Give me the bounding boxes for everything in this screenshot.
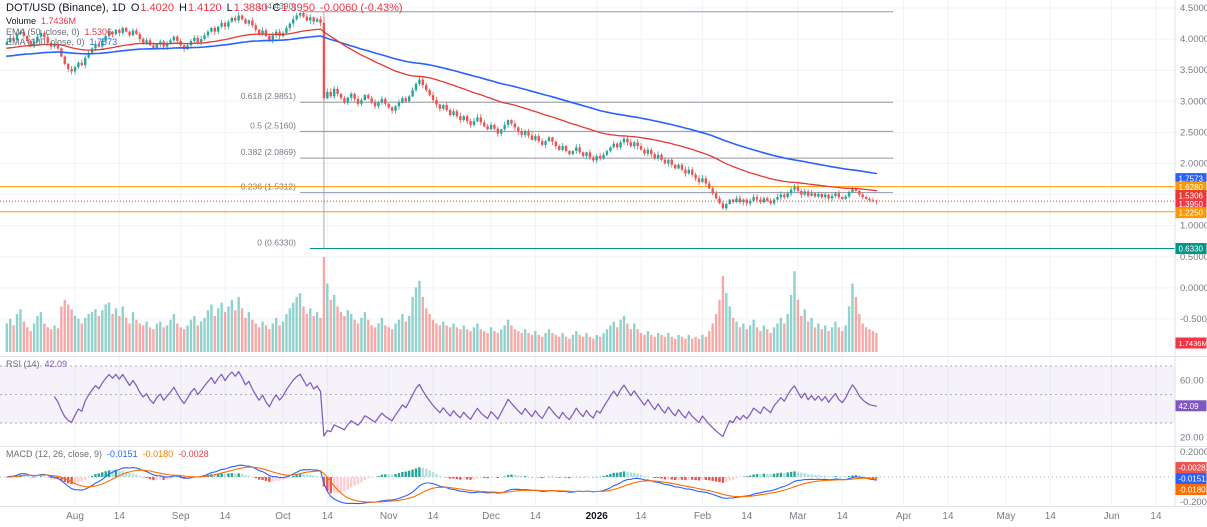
svg-text:May: May <box>996 511 1015 522</box>
macd-value-1: -0.0151 <box>107 449 138 459</box>
ema50-value: 1.5306 <box>84 26 113 37</box>
ema50-line <box>6 28 878 192</box>
svg-text:1 (4.4390): 1 (4.4390) <box>257 1 296 11</box>
time-axis[interactable]: Aug 14 Sep 14 Oct 14 Nov 14 Dec 14 2026 14 Feb 14 Mar 1… <box>66 511 1162 522</box>
svg-text:-0.5000: -0.5000 <box>1180 314 1207 325</box>
svg-text:14: 14 <box>837 511 849 522</box>
price-axis[interactable]: 4.50004.00003.50003.00002.50002.00001.50… <box>1180 3 1207 508</box>
svg-text:1.5306: 1.5306 <box>1179 192 1204 201</box>
svg-text:-0.0028: -0.0028 <box>1179 463 1207 472</box>
pane-separators <box>0 0 1207 507</box>
svg-text:14: 14 <box>741 511 753 522</box>
ema100-label: EMA (100, close, 0) <box>6 37 85 48</box>
rsi-label: RSI (14) <box>6 359 40 369</box>
volume-value: 1.7436M <box>41 15 77 26</box>
svg-text:1.2250: 1.2250 <box>1179 209 1204 218</box>
svg-text:14: 14 <box>427 511 439 522</box>
svg-text:3.5000: 3.5000 <box>1180 65 1207 76</box>
svg-text:14: 14 <box>114 511 126 522</box>
macd-label: MACD (12, 26, close, 9) <box>6 449 103 459</box>
svg-text:Mar: Mar <box>789 511 807 522</box>
svg-text:Oct: Oct <box>275 511 291 522</box>
macd-legend[interactable]: MACD (12, 26, close, 9) -0.0151 -0.0180 … <box>6 449 209 460</box>
rsi-line <box>53 370 878 437</box>
svg-text:14: 14 <box>322 511 334 522</box>
svg-text:2026: 2026 <box>586 511 609 522</box>
svg-text:42.09: 42.09 <box>1179 402 1200 411</box>
svg-text:0.5 (2.5160): 0.5 (2.5160) <box>250 120 296 130</box>
svg-text:1.7436M: 1.7436M <box>1179 339 1207 348</box>
svg-text:3.0000: 3.0000 <box>1180 96 1207 107</box>
svg-text:1.7573: 1.7573 <box>1179 175 1204 184</box>
price-levels: 1 (4.4390) 0.618 (2.9851) 0.5 (2.5160) 0.38… <box>0 1 1175 250</box>
ema100-line <box>6 35 878 175</box>
low-value: 1.3880 <box>233 2 268 14</box>
svg-text:-0.0151: -0.0151 <box>1179 474 1207 483</box>
volume-bars <box>5 257 878 352</box>
svg-text:-0.2000: -0.2000 <box>1180 497 1207 508</box>
svg-text:20.00: 20.00 <box>1180 432 1204 443</box>
change-value: -0.0060 (-0.43%) <box>320 2 403 14</box>
rsi-band <box>0 365 1175 478</box>
volume-label: Volume <box>6 15 37 26</box>
ema100-legend[interactable]: EMA (100, close, 0) 1.7573 <box>6 37 403 48</box>
svg-text:4.5000: 4.5000 <box>1180 3 1207 14</box>
ema100-value: 1.7573 <box>89 37 118 48</box>
high-label: H <box>179 2 187 14</box>
svg-text:14: 14 <box>219 511 231 522</box>
ema50-label: EMA (50, close, 0) <box>6 26 80 37</box>
svg-text:Jun: Jun <box>1104 511 1120 522</box>
svg-text:0.5000: 0.5000 <box>1180 252 1207 263</box>
macd-line <box>6 464 877 505</box>
volume-legend[interactable]: Volume 1.7436M <box>6 16 403 27</box>
signal-line <box>6 466 877 503</box>
open-label: O <box>130 2 140 14</box>
svg-text:Sep: Sep <box>172 511 190 522</box>
svg-text:2.5000: 2.5000 <box>1180 127 1207 138</box>
svg-text:-0.0180: -0.0180 <box>1179 485 1207 494</box>
svg-text:14: 14 <box>530 511 542 522</box>
svg-text:0.6330: 0.6330 <box>1179 245 1204 254</box>
svg-text:1.3950: 1.3950 <box>1179 200 1204 209</box>
svg-text:0.382 (2.0869): 0.382 (2.0869) <box>241 147 296 157</box>
svg-text:1.6280: 1.6280 <box>1179 183 1204 192</box>
svg-text:14: 14 <box>1150 511 1162 522</box>
candlesticks <box>5 11 878 211</box>
svg-text:Apr: Apr <box>896 511 912 522</box>
rsi-legend[interactable]: RSI (14) 42.09 <box>6 359 67 370</box>
svg-text:4.0000: 4.0000 <box>1180 34 1207 45</box>
symbol-title[interactable]: DOT/USD (Binance), 1D <box>6 2 126 14</box>
rsi-value: 42.09 <box>44 359 68 369</box>
svg-text:60.00: 60.00 <box>1180 375 1204 386</box>
svg-text:0.0000: 0.0000 <box>1180 283 1207 294</box>
svg-text:Aug: Aug <box>66 511 84 522</box>
svg-text:1.0000: 1.0000 <box>1180 221 1207 232</box>
ema50-legend[interactable]: EMA (50, close, 0) 1.5306 <box>6 27 403 38</box>
svg-text:Nov: Nov <box>380 511 398 522</box>
macd-value-2: -0.0180 <box>142 449 174 459</box>
svg-text:14: 14 <box>942 511 954 522</box>
svg-text:0 (0.6330): 0 (0.6330) <box>257 238 296 248</box>
svg-text:14: 14 <box>1045 511 1057 522</box>
svg-text:0.2000: 0.2000 <box>1180 447 1207 458</box>
svg-text:0.618 (2.9851): 0.618 (2.9851) <box>241 91 296 101</box>
grid-lines <box>0 0 1175 506</box>
close-label: C <box>272 2 281 14</box>
close-value: 1.3950 <box>281 2 316 14</box>
svg-text:Feb: Feb <box>694 511 712 522</box>
svg-text:2.0000: 2.0000 <box>1180 159 1207 170</box>
low-label: L <box>226 2 233 14</box>
high-value: 1.4120 <box>187 2 222 14</box>
macd-value-3: -0.0028 <box>178 449 209 459</box>
svg-text:Dec: Dec <box>482 511 500 522</box>
open-value: 1.4020 <box>140 2 175 14</box>
svg-text:14: 14 <box>635 511 647 522</box>
